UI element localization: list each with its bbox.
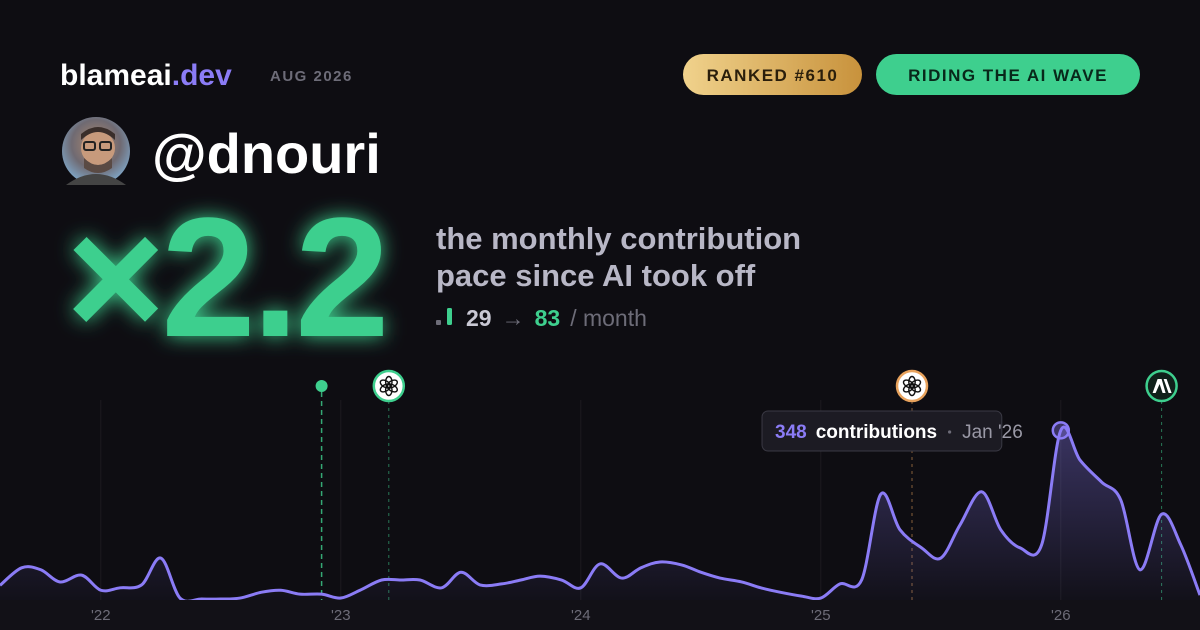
event-marker — [1145, 369, 1178, 600]
chart: '22 '23 '24 '25 '26 348 contributions Jan '26 — [0, 369, 1200, 624]
markers — [315, 369, 1178, 600]
pace-before: 29 — [466, 305, 492, 331]
tooltip-separator — [948, 430, 952, 434]
axis-strip — [0, 600, 1200, 630]
badge-rank — [683, 54, 862, 95]
tooltip-label: contributions — [816, 422, 937, 443]
avatar — [62, 117, 130, 185]
area-fill — [0, 427, 1200, 600]
brand-suffix: .dev — [172, 59, 232, 92]
highlight-point — [1051, 421, 1071, 440]
icon-glyph — [1152, 379, 1172, 393]
event-dot — [315, 380, 328, 392]
event-marker — [315, 380, 328, 600]
pace-unit: / month — [570, 305, 647, 331]
date: AUG 2026 — [270, 68, 353, 85]
badge-wave-text: RIDING THE AI WAVE — [908, 66, 1108, 85]
x-tick-label: '25 — [811, 607, 831, 624]
badge-rank-text: RANKED #610 — [707, 66, 839, 85]
x-tick-label: '23 — [331, 607, 351, 624]
tooltip-box — [761, 410, 1003, 452]
x-tick-label: '26 — [1051, 607, 1071, 624]
event-marker — [372, 369, 406, 600]
pace-arrow: → — [502, 305, 525, 331]
icon-petal — [379, 379, 392, 389]
series-line — [0, 425, 1200, 600]
brand-name: blameai — [60, 59, 172, 92]
x-tick-label: '22 — [91, 607, 111, 624]
caption-line: the monthly contribution — [436, 221, 801, 256]
handle: @dnouri — [152, 122, 381, 185]
tooltip-text: 348 contributions Jan '26 — [775, 422, 1023, 443]
x-tick-label: '24 — [571, 607, 591, 624]
indicator-before — [436, 320, 441, 325]
pace-after: 83 — [535, 305, 561, 331]
plot — [0, 425, 1200, 600]
tooltip-date: Jan '26 — [962, 422, 1023, 443]
icon-petal — [902, 379, 915, 389]
event-marker — [895, 369, 929, 600]
event-icon — [895, 369, 929, 403]
pace-row: 29 → 83 / month — [466, 305, 647, 331]
multiplier: ×2.2 — [66, 183, 386, 373]
brand: blameai.dev — [60, 59, 232, 92]
caption-line: pace since AI took off — [436, 258, 756, 293]
indicator-after — [447, 308, 452, 325]
tooltip-value: 348 — [775, 422, 807, 443]
event-icon — [372, 369, 406, 403]
badge-wave — [876, 54, 1140, 95]
